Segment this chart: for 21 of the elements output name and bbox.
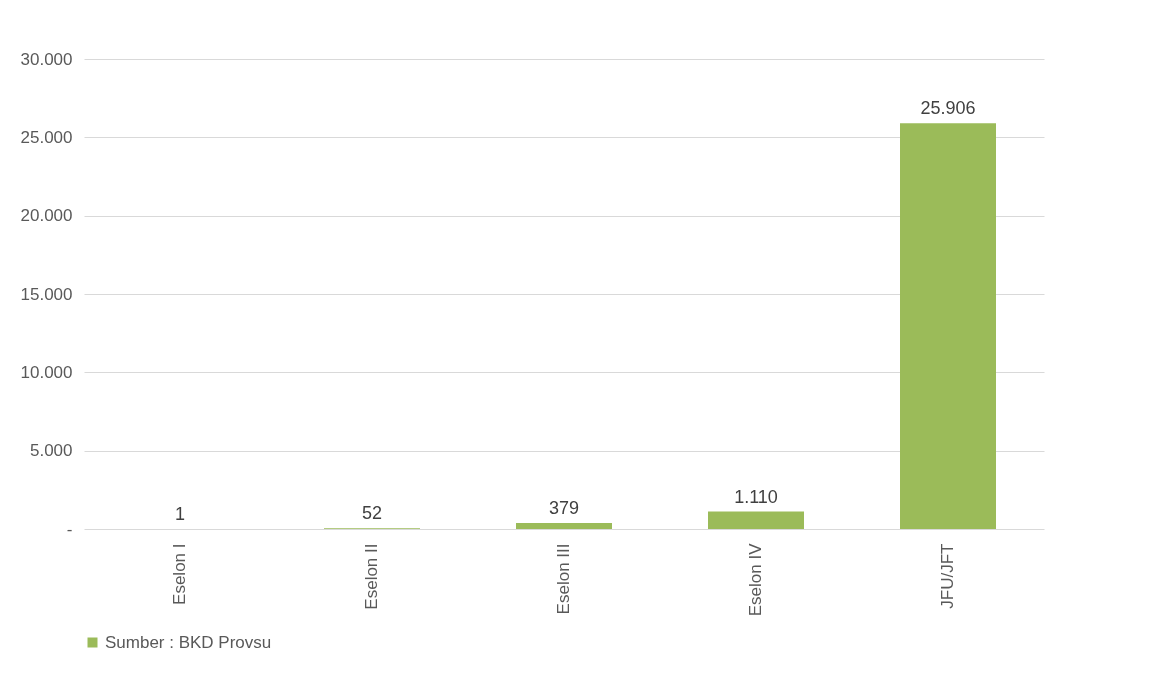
y-tick-label: 10.000 [20,362,73,382]
data-label: 1 [174,503,186,524]
bar [708,511,804,529]
x-tick-label: JFU/JFT [938,543,957,609]
x-tick-label: Eselon IV [746,542,765,617]
y-tick-label: - [66,519,73,539]
bar [900,123,996,529]
data-label: 379 [548,498,580,519]
bar [516,523,612,529]
data-label: 52 [361,503,383,524]
x-tick-label: Eselon III [554,543,573,615]
y-tick-label: 5.000 [29,441,73,461]
x-tick-label: Eselon I [170,543,189,605]
y-tick-label: 25.000 [20,127,73,147]
data-label: 1.110 [734,486,778,507]
y-tick-label: 30.000 [20,49,73,69]
y-tick-label: 20.000 [20,206,73,226]
legend-label: Sumber : BKD Provsu [105,632,272,652]
x-tick-label: Eselon II [362,543,381,610]
data-label: 25.906 [920,98,976,119]
y-tick-label: 15.000 [20,284,73,304]
